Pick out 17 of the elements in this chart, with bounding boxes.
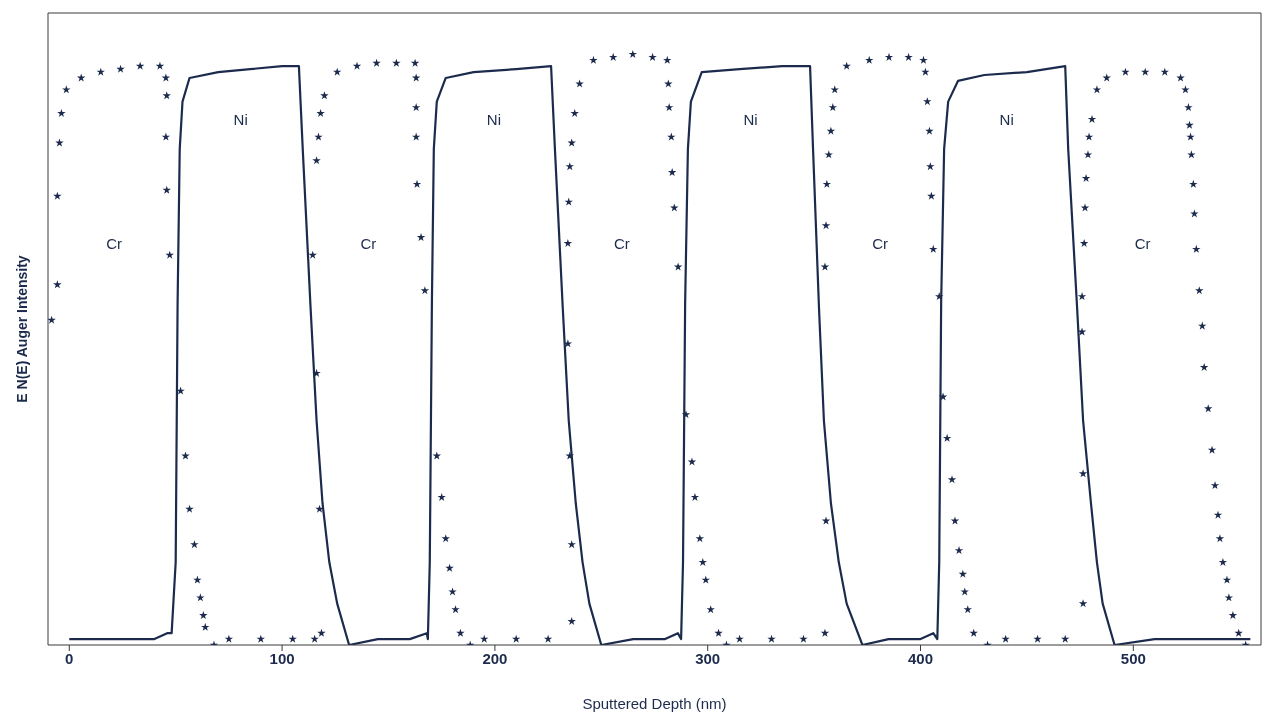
- y-axis-title: E N(E) Auger Intensity: [13, 255, 30, 403]
- text: Cr: [1134, 234, 1151, 252]
- text: Ni: [486, 110, 502, 128]
- x-tick-label: 400: [907, 649, 934, 667]
- text: Cr: [614, 234, 630, 252]
- x-tick-label: 0: [65, 649, 74, 667]
- text: Ni: [743, 110, 758, 128]
- x-tick-label: 200: [482, 649, 508, 667]
- x-tick-label: 100: [269, 649, 295, 667]
- text: Cr: [106, 234, 122, 252]
- text: Cr: [872, 234, 888, 252]
- text: Ni: [233, 110, 248, 128]
- text: Ni: [999, 110, 1014, 128]
- x-axis-title: Sputtered Depth (nm): [582, 695, 727, 712]
- x-tick-label: 500: [1120, 649, 1146, 667]
- text: Cr: [360, 234, 377, 252]
- x-tick-label: 300: [695, 649, 721, 667]
